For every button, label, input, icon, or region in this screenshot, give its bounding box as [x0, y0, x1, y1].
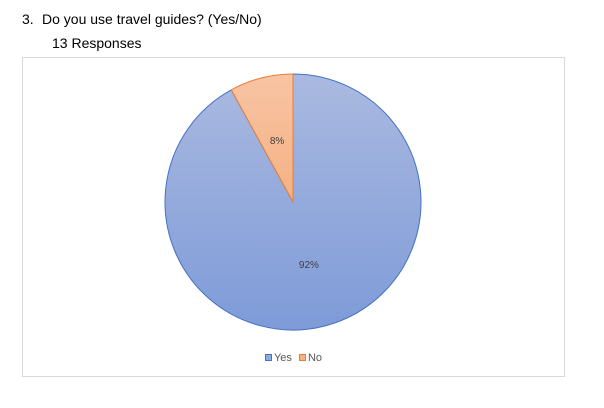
- question-number: 3.: [22, 11, 34, 27]
- legend-label-yes: Yes: [273, 352, 292, 364]
- question-text: Do you use travel guides? (Yes/No): [42, 11, 262, 27]
- response-count: 13 Responses: [52, 35, 142, 51]
- pie-chart: 92% 8%: [164, 73, 422, 331]
- chart-area: 92% 8% Yes No: [22, 57, 565, 377]
- legend-swatch-no: [298, 354, 306, 361]
- pie-slices: [164, 73, 422, 331]
- question-title: 3. Do you use travel guides? (Yes/No): [22, 10, 262, 28]
- chart-legend: Yes No: [23, 351, 564, 365]
- legend-item-no: No: [298, 351, 323, 365]
- pie-data-labels: 92% 8%: [270, 136, 319, 271]
- legend-swatch-yes: [264, 354, 272, 361]
- legend-item-yes: Yes: [264, 351, 292, 365]
- data-label-yes: 92%: [299, 260, 319, 271]
- pie-slice-no: [230, 73, 294, 203]
- legend-label-no: No: [307, 352, 323, 364]
- data-label-no: 8%: [270, 136, 285, 147]
